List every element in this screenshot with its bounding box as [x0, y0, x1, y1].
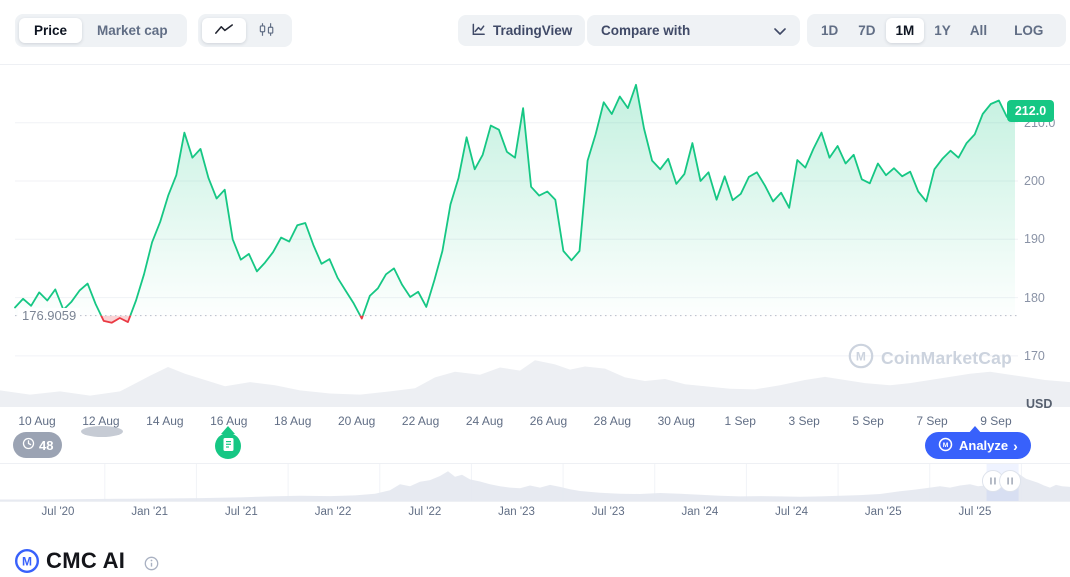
cmc-logo-icon: M [938, 437, 953, 455]
log-scale-button[interactable]: LOG [1004, 18, 1053, 43]
clock-icon [22, 437, 35, 453]
navigator-handle[interactable] [981, 470, 1004, 492]
navigator-axis-label: Jul '24 [775, 506, 809, 518]
compare-with-dropdown[interactable]: Compare with [587, 15, 800, 46]
event-marker-pointer [221, 426, 235, 434]
x-axis-label: 16 Aug [210, 414, 248, 428]
arrow-right-icon: › [1013, 437, 1018, 454]
navigator-axis-label: Jul '20 [41, 506, 75, 518]
navigator-axis-label: Jan '21 [131, 506, 169, 518]
x-axis-label: 14 Aug [146, 414, 184, 428]
volume-silhouette [0, 360, 1070, 407]
x-axis-label: 7 Sep [916, 414, 948, 428]
history-badge-tail [81, 426, 123, 437]
x-axis-label: 12 Aug [82, 414, 120, 428]
navigator-axis-label: Jan '25 [864, 506, 902, 518]
navigator-axis-label: Jan '24 [681, 506, 719, 518]
navigator-axis-label: Jan '23 [498, 506, 535, 518]
more-options-button[interactable]: ··· [1061, 18, 1070, 43]
x-axis-label: 26 Aug [529, 414, 568, 428]
price-line-chart[interactable] [0, 60, 1070, 408]
tab-price[interactable]: Price [19, 18, 83, 43]
navigator-chart[interactable] [0, 463, 1070, 502]
cmc-ai-logo-icon: M [14, 548, 40, 574]
chart-type-toggle [198, 14, 292, 47]
tab-market-cap[interactable]: Market cap [82, 18, 183, 43]
line-chart-type-button[interactable] [202, 18, 246, 43]
chevron-down-icon [774, 23, 786, 38]
coinmarketcap-logo-icon: M [848, 343, 874, 374]
range-1d-button[interactable]: 1D [811, 18, 848, 43]
range-selector: 1D 7D 1M 1Y All LOG ··· [807, 14, 1070, 47]
x-axis-label: 30 Aug [657, 414, 695, 428]
y-axis-label: 180 [1024, 290, 1045, 305]
candlestick-chart-type-button[interactable] [246, 18, 288, 43]
range-1y-button[interactable]: 1Y [924, 18, 961, 43]
navigator-axis-label: Jul '22 [408, 506, 442, 518]
range-7d-button[interactable]: 7D [848, 18, 885, 43]
range-1m-button[interactable]: 1M [885, 18, 925, 43]
x-axis-label: 9 Sep [980, 414, 1012, 428]
svg-text:M: M [856, 350, 866, 364]
history-events-badge[interactable]: 48 [13, 432, 63, 458]
y-axis-label: 200 [1024, 174, 1045, 188]
navigator-axis-label: Jul '21 [224, 506, 258, 518]
x-axis-label: 10 Aug [18, 414, 56, 428]
x-axis-label: 20 Aug [337, 414, 376, 428]
coinmarketcap-watermark: M CoinMarketCap [848, 343, 1012, 374]
baseline-price-label: 176.9059 [18, 307, 81, 323]
document-icon [222, 437, 235, 455]
tradingview-button[interactable]: TradingView [458, 15, 586, 46]
navigator-axis-label: Jul '23 [591, 506, 625, 518]
candlestick-icon [258, 22, 276, 40]
x-axis-label: 22 Aug [401, 414, 440, 428]
x-axis-label: 5 Sep [852, 414, 884, 428]
info-icon[interactable] [144, 556, 159, 576]
range-all-button[interactable]: All [961, 18, 996, 43]
metric-toggle: Price Market cap [15, 14, 187, 47]
analyze-button[interactable]: M Analyze › [925, 432, 1031, 459]
cmc-ai-title: CMC AI [46, 548, 126, 573]
analyze-pointer [968, 426, 982, 434]
tradingview-chart-icon [471, 22, 486, 40]
y-axis-label: 190 [1024, 232, 1045, 247]
currency-unit-label: USD [1026, 397, 1053, 411]
svg-text:M: M [943, 442, 949, 449]
navigator-handle[interactable] [999, 470, 1022, 492]
x-axis-label: 3 Sep [788, 414, 820, 428]
navigator-axis-label: Jan '22 [314, 506, 352, 518]
news-event-marker[interactable] [215, 433, 241, 459]
x-axis-label: 18 Aug [274, 414, 312, 428]
y-axis-label: 170 [1024, 348, 1045, 363]
svg-text:M: M [22, 555, 32, 569]
x-axis-label: 28 Aug [593, 414, 632, 428]
navigator-axis-label: Jul '25 [958, 506, 992, 518]
current-price-badge: 212.0 [1007, 100, 1054, 122]
line-chart-icon [214, 23, 234, 39]
x-axis-label: 24 Aug [465, 414, 504, 428]
x-axis-label: 1 Sep [724, 414, 756, 428]
